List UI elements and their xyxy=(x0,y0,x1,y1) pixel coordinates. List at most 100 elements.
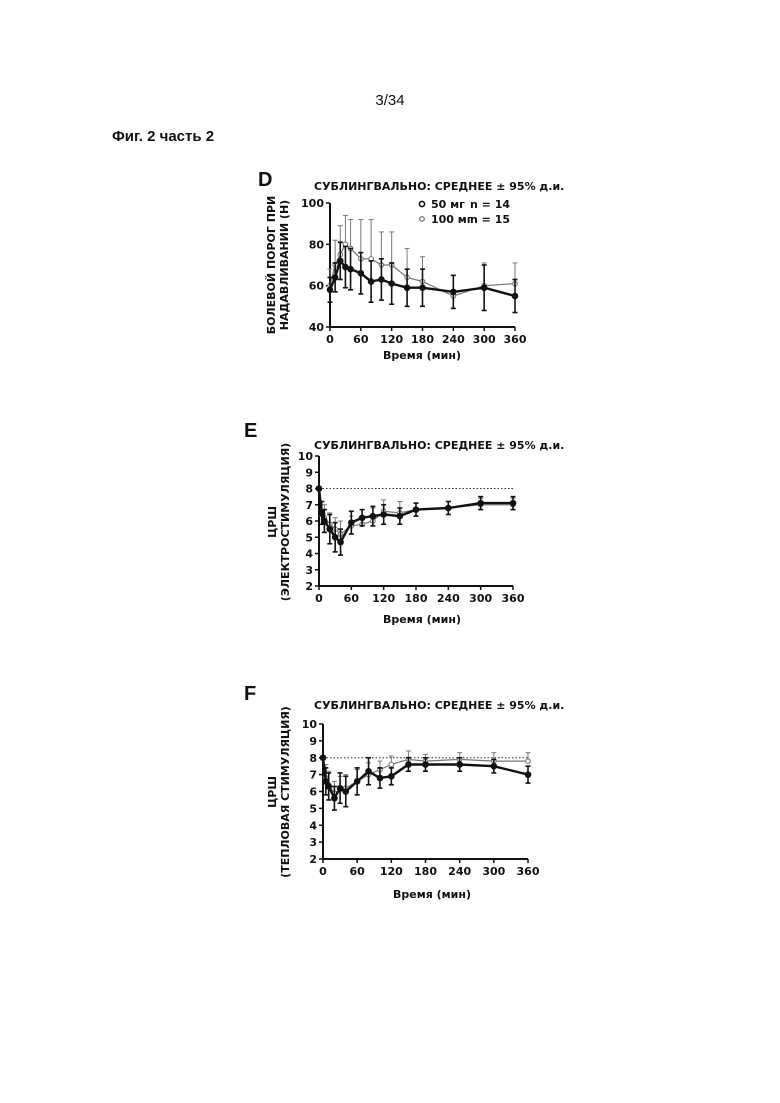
x-tick-label: 60 xyxy=(353,333,369,346)
data-point xyxy=(381,512,387,518)
x-tick-label: 360 xyxy=(502,592,525,605)
data-point xyxy=(389,762,394,767)
y-tick-label: 6 xyxy=(305,515,313,528)
x-tick-label: 180 xyxy=(405,592,428,605)
y-tick-label: 100 xyxy=(301,197,324,210)
x-tick-label: 180 xyxy=(411,333,434,346)
y-tick-label: 6 xyxy=(309,786,317,799)
x-tick-label: 300 xyxy=(469,592,492,605)
legend-label: 100 мг xyxy=(431,213,473,226)
data-point xyxy=(457,762,463,768)
y-tick-label: 4 xyxy=(309,819,317,832)
chart-title: СУБЛИНГВАЛЬНО: СРЕДНЕЕ ± 95% д.и. xyxy=(314,180,564,193)
x-tick-label: 240 xyxy=(448,865,471,878)
data-point xyxy=(338,539,344,545)
x-tick-label: 180 xyxy=(414,865,437,878)
data-point xyxy=(337,258,343,264)
x-axis-label: Время (мин) xyxy=(383,349,461,362)
data-point xyxy=(322,518,328,524)
series-bold xyxy=(316,486,516,555)
data-point xyxy=(525,772,531,778)
data-point xyxy=(478,500,484,506)
data-point xyxy=(316,486,322,492)
x-tick-label: 240 xyxy=(442,333,465,346)
y-tick-label: 8 xyxy=(305,483,313,496)
data-point xyxy=(481,285,487,291)
x-tick-label: 360 xyxy=(517,865,540,878)
data-point xyxy=(370,513,376,519)
data-point xyxy=(326,784,332,790)
chart-panel-f: FСУБЛИНГВАЛЬНО: СРЕДНЕЕ ± 95% д.и.234567… xyxy=(244,683,564,901)
x-tick-label: 0 xyxy=(319,865,327,878)
y-tick-label: 60 xyxy=(309,280,325,293)
y-tick-label: 8 xyxy=(309,752,317,765)
data-point xyxy=(420,285,426,291)
data-point xyxy=(349,520,355,526)
y-axis-label-line: НАДАВЛИВАНИИ (Н) xyxy=(278,200,291,330)
x-tick-label: 120 xyxy=(372,592,395,605)
data-point xyxy=(389,774,395,780)
legend-marker xyxy=(419,201,424,206)
legend-n: n = 14 xyxy=(470,198,510,211)
y-tick-label: 9 xyxy=(305,466,313,479)
series-bold xyxy=(327,242,518,312)
data-point xyxy=(337,785,343,791)
y-tick-label: 7 xyxy=(305,499,313,512)
y-tick-label: 4 xyxy=(305,548,313,561)
y-axis-label: ЦРШ(ЭЛЕКТРОСТИМУЛЯЦИЯ) xyxy=(266,443,292,601)
x-axis-label: Время (мин) xyxy=(393,888,471,901)
y-tick-label: 2 xyxy=(309,853,317,866)
y-axis-label-line: (ТЕПЛОВАЯ СТИМУЛЯЦИЯ) xyxy=(279,706,292,878)
panel-letter: F xyxy=(244,683,256,705)
data-point xyxy=(379,277,385,283)
x-tick-label: 300 xyxy=(473,333,496,346)
y-tick-label: 9 xyxy=(309,735,317,748)
legend: 50 мгn = 14100 мгn = 15 xyxy=(419,198,510,226)
panel-letter: D xyxy=(258,169,272,191)
data-point xyxy=(332,795,338,801)
data-point xyxy=(404,285,410,291)
y-tick-label: 7 xyxy=(309,769,317,782)
data-point xyxy=(320,755,326,761)
data-point xyxy=(423,762,429,768)
y-tick-label: 5 xyxy=(305,531,313,544)
data-point xyxy=(359,515,365,521)
series-bold xyxy=(320,755,531,810)
x-tick-label: 0 xyxy=(315,592,323,605)
panel-letter: E xyxy=(244,420,257,442)
y-axis-label-line: ЦРШ xyxy=(266,506,279,538)
data-point xyxy=(491,763,497,769)
x-tick-label: 60 xyxy=(344,592,360,605)
y-axis-label-line: ЦРШ xyxy=(266,776,279,808)
data-point xyxy=(451,289,457,295)
y-tick-label: 2 xyxy=(305,580,313,593)
data-point xyxy=(327,287,333,293)
data-point xyxy=(446,505,452,511)
y-tick-label: 3 xyxy=(309,836,317,849)
data-point xyxy=(377,775,383,781)
y-tick-label: 3 xyxy=(305,564,313,577)
x-tick-label: 120 xyxy=(380,333,403,346)
y-axis-label-line: (ЭЛЕКТРОСТИМУЛЯЦИЯ) xyxy=(279,443,292,601)
data-point xyxy=(368,279,374,285)
data-point xyxy=(406,762,412,768)
legend-marker xyxy=(420,217,425,222)
y-axis-label-line: БОЛЕВОЙ ПОРОГ ПРИ xyxy=(265,196,278,334)
y-tick-label: 80 xyxy=(309,238,325,251)
chart-panel-d: DСУБЛИНГВАЛЬНО: СРЕДНЕЕ ± 95% д.и.406080… xyxy=(258,169,564,362)
data-point xyxy=(343,789,349,795)
data-point xyxy=(332,534,338,540)
data-point xyxy=(526,759,531,764)
y-tick-label: 10 xyxy=(302,718,318,731)
legend-n: n = 15 xyxy=(470,213,510,226)
data-point xyxy=(327,526,333,532)
y-axis-label: БОЛЕВОЙ ПОРОГ ПРИНАДАВЛИВАНИИ (Н) xyxy=(265,196,291,334)
figure-charts: DСУБЛИНГВАЛЬНО: СРЕДНЕЕ ± 95% д.и.406080… xyxy=(0,0,780,1103)
data-point xyxy=(319,510,325,516)
chart-title: СУБЛИНГВАЛЬНО: СРЕДНЕЕ ± 95% д.и. xyxy=(314,699,564,712)
x-tick-label: 300 xyxy=(482,865,505,878)
y-tick-label: 10 xyxy=(298,450,314,463)
x-tick-label: 360 xyxy=(504,333,527,346)
data-point xyxy=(354,779,360,785)
data-point xyxy=(366,768,372,774)
